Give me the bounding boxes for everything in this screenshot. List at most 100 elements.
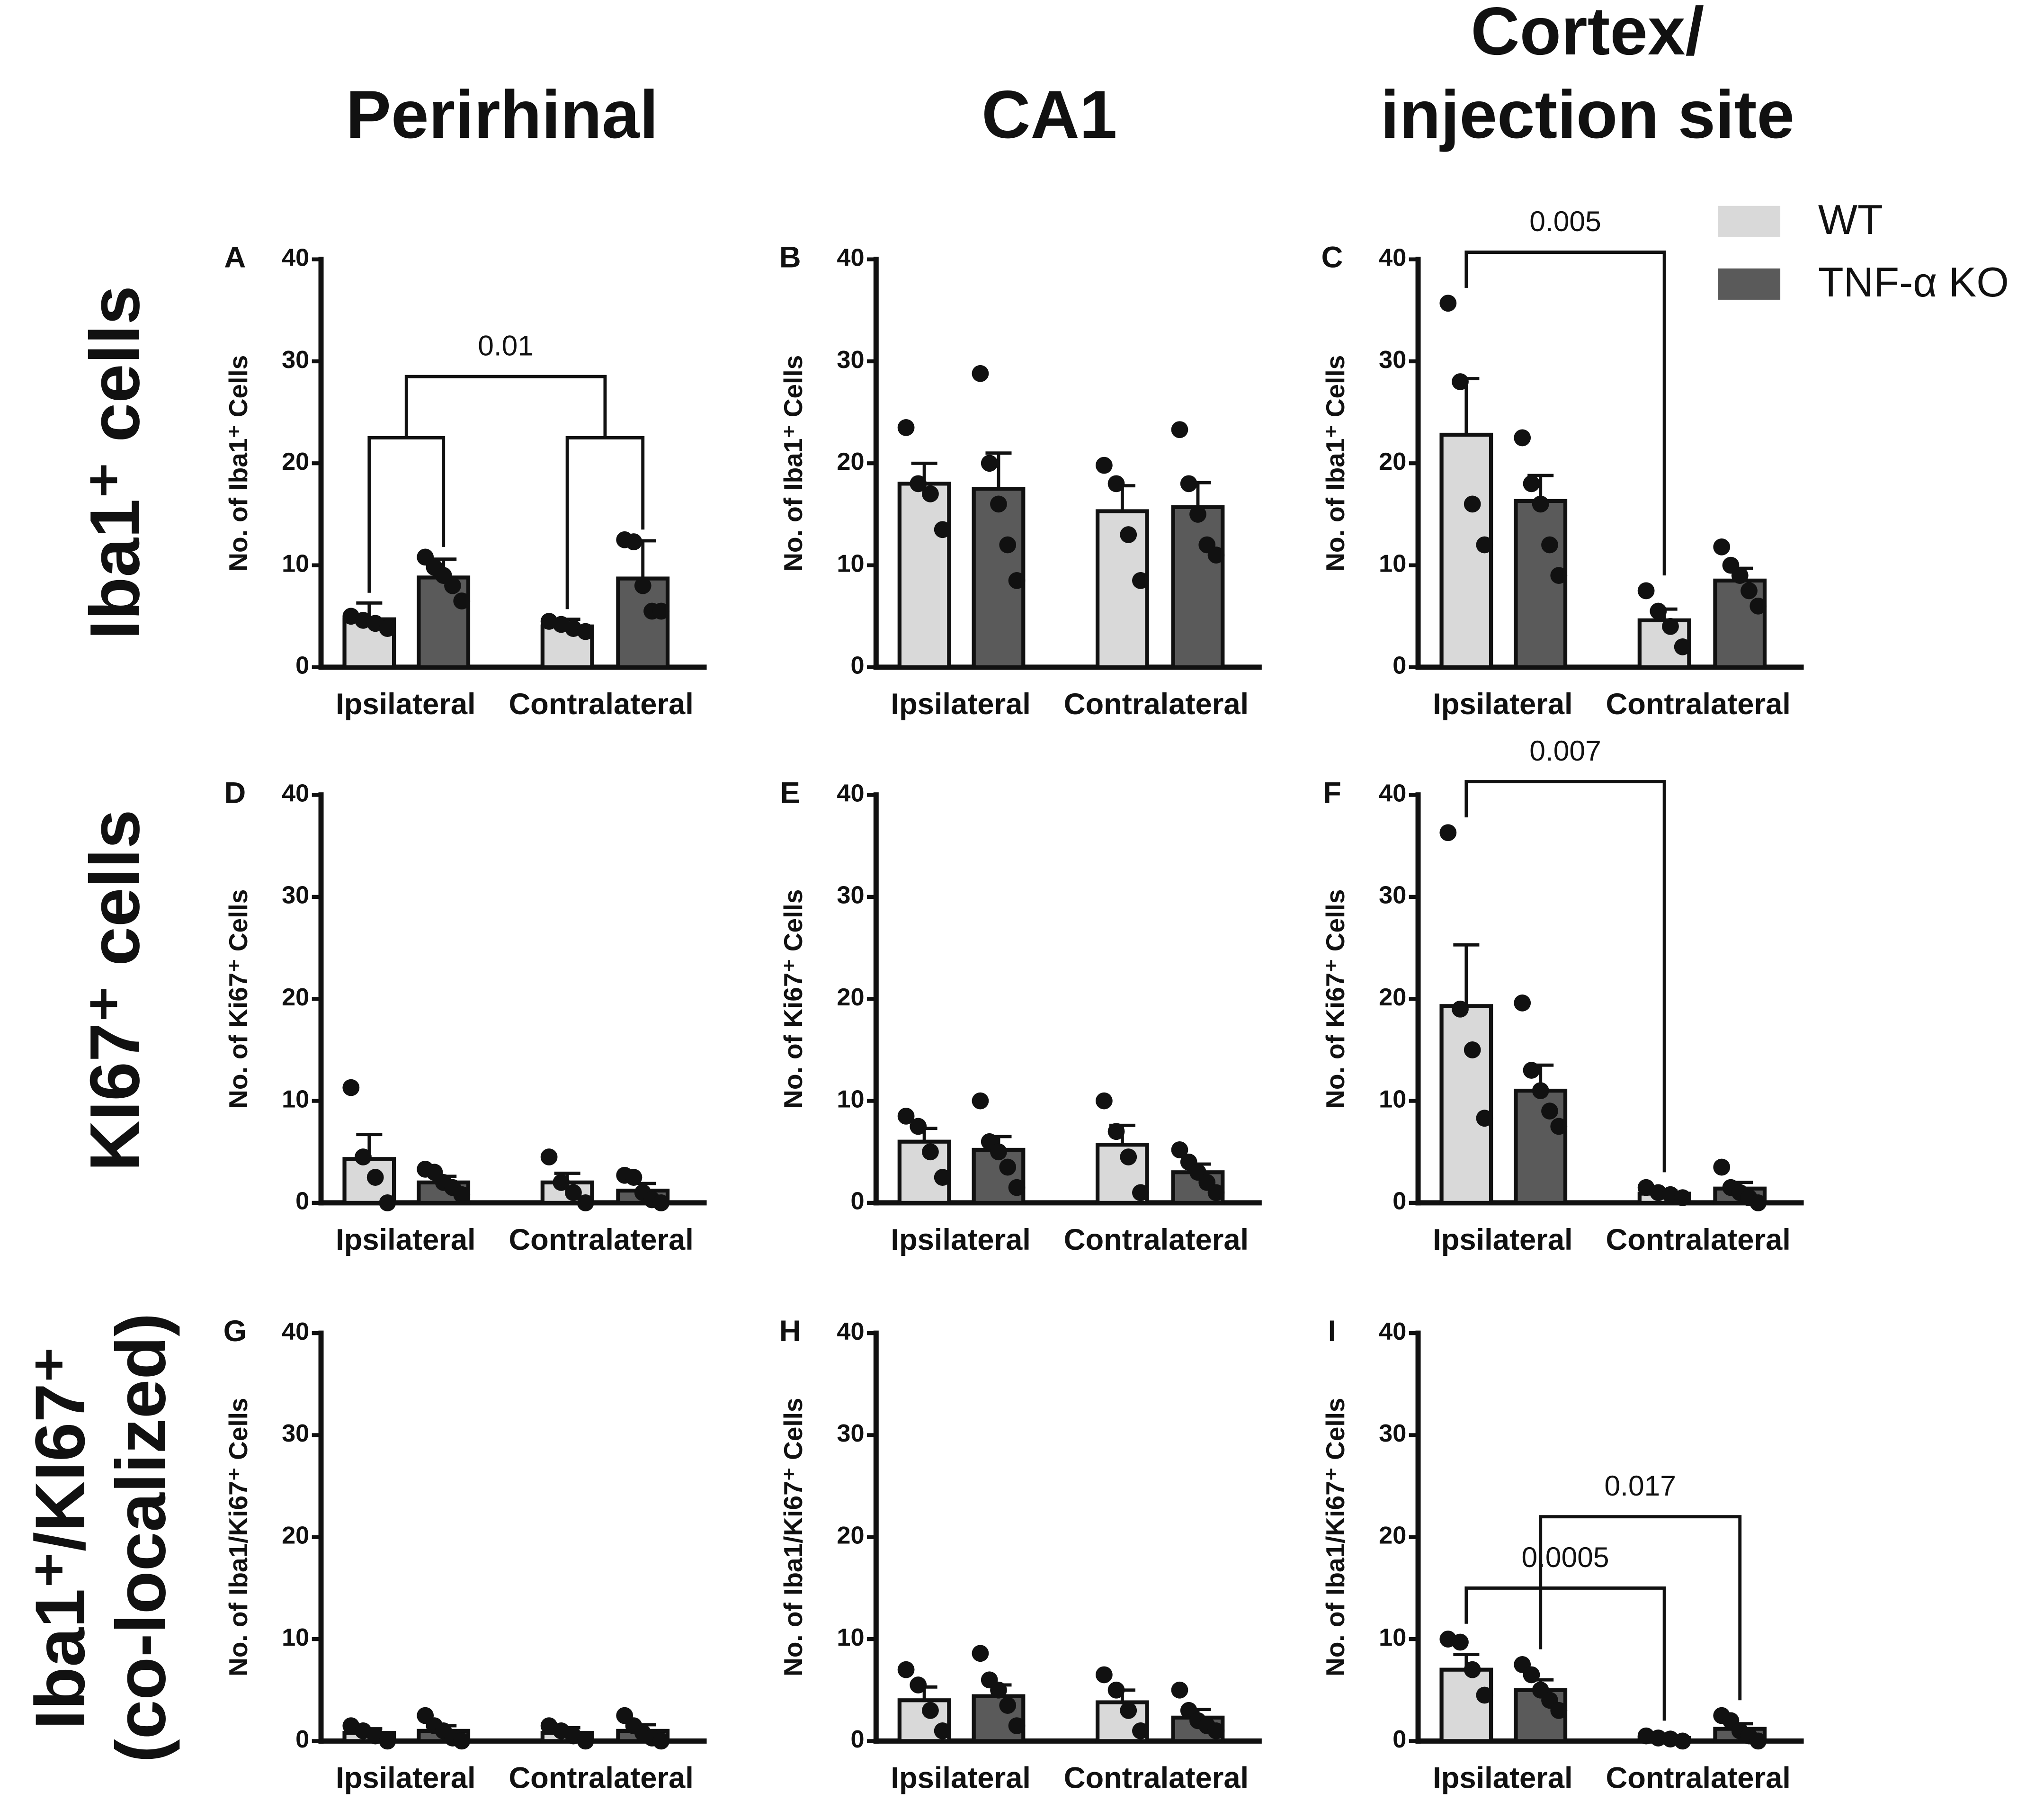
x-tick-label: Contralateral bbox=[509, 1762, 693, 1795]
bar bbox=[1439, 1004, 1493, 1205]
bar bbox=[1095, 509, 1149, 670]
y-tick-label: 20 bbox=[1379, 448, 1406, 475]
data-point bbox=[652, 1732, 670, 1750]
data-point bbox=[1637, 582, 1655, 600]
data-point bbox=[1541, 1102, 1558, 1120]
y-tick-label: 20 bbox=[837, 1522, 864, 1550]
data-point bbox=[1650, 1729, 1667, 1747]
y-tick-label: 30 bbox=[282, 346, 309, 374]
data-point bbox=[1749, 1194, 1767, 1211]
data-point bbox=[1107, 475, 1125, 493]
data-point bbox=[1207, 1722, 1225, 1739]
y-axis-label: No. of Ki67⁺ Cells bbox=[778, 889, 808, 1109]
data-point bbox=[1476, 536, 1493, 554]
data-point bbox=[1452, 373, 1469, 390]
data-point bbox=[1674, 1189, 1691, 1207]
data-point bbox=[1132, 1184, 1149, 1201]
y-tick-label: 20 bbox=[1379, 984, 1406, 1011]
data-point bbox=[379, 1732, 396, 1750]
data-point bbox=[1095, 1666, 1113, 1684]
data-point bbox=[1464, 495, 1481, 513]
data-point bbox=[1439, 824, 1457, 842]
bar bbox=[1514, 1088, 1568, 1205]
y-axis-label: No. of Iba1⁺ Cells bbox=[223, 355, 253, 572]
data-point bbox=[999, 536, 1017, 554]
data-point bbox=[972, 365, 989, 382]
data-point bbox=[1189, 506, 1206, 523]
bar bbox=[897, 482, 951, 670]
data-point bbox=[1132, 1722, 1149, 1739]
x-tick-label: Ipsilateral bbox=[1433, 688, 1572, 721]
row-title: Iba1⁺ cells bbox=[75, 286, 154, 639]
data-point bbox=[1550, 1118, 1568, 1135]
data-point bbox=[1523, 475, 1540, 493]
legend-swatch bbox=[1717, 206, 1781, 237]
y-tick-label: 10 bbox=[1379, 1624, 1406, 1651]
y-axis-label: No. of Iba1⁺ Cells bbox=[778, 355, 808, 572]
data-point bbox=[577, 1732, 594, 1750]
x-tick-label: Ipsilateral bbox=[891, 1223, 1030, 1256]
data-point bbox=[972, 1645, 989, 1662]
bar bbox=[1439, 1667, 1493, 1743]
data-point bbox=[1713, 538, 1731, 556]
y-tick-label: 0 bbox=[295, 1726, 309, 1753]
data-point bbox=[453, 592, 471, 609]
y-tick-label: 40 bbox=[837, 780, 864, 807]
data-point bbox=[342, 1079, 360, 1096]
data-point bbox=[1550, 1702, 1568, 1719]
data-point bbox=[1464, 1661, 1481, 1678]
data-point bbox=[897, 1661, 915, 1678]
y-axis-label: No. of Ki67⁺ Cells bbox=[1321, 889, 1350, 1109]
y-tick-label: 30 bbox=[837, 882, 864, 909]
panel-letter: F bbox=[1323, 776, 1341, 809]
data-point bbox=[1741, 582, 1758, 600]
data-point bbox=[540, 1148, 558, 1165]
data-point bbox=[999, 1697, 1017, 1714]
significance-label: 0.01 bbox=[478, 330, 534, 362]
panel-letter: C bbox=[1321, 241, 1343, 274]
data-point bbox=[652, 602, 670, 620]
data-point bbox=[1550, 567, 1568, 584]
data-point bbox=[379, 1194, 396, 1211]
y-tick-label: 30 bbox=[1379, 1420, 1406, 1447]
x-tick-label: Ipsilateral bbox=[891, 1762, 1030, 1795]
data-point bbox=[922, 1702, 939, 1719]
y-axis-label: No. of Iba1⁺ Cells bbox=[1321, 355, 1350, 572]
x-tick-label: Contralateral bbox=[1606, 1223, 1791, 1256]
row-title: KI67⁺ cells bbox=[75, 809, 154, 1171]
data-point bbox=[1207, 547, 1225, 564]
bar bbox=[1514, 499, 1568, 670]
bar bbox=[1713, 578, 1767, 670]
y-tick-label: 20 bbox=[837, 448, 864, 475]
y-tick-label: 40 bbox=[837, 244, 864, 271]
x-tick-label: Contralateral bbox=[1606, 1762, 1791, 1795]
y-tick-label: 40 bbox=[1379, 1318, 1406, 1345]
y-axis-label: No. of Iba1/Ki67⁺ Cells bbox=[223, 1398, 253, 1676]
data-point bbox=[1749, 597, 1767, 615]
significance-label: 0.017 bbox=[1605, 1469, 1676, 1502]
y-tick-label: 30 bbox=[1379, 346, 1406, 374]
x-tick-label: Contralateral bbox=[1064, 1762, 1249, 1795]
y-axis-label: No. of Iba1/Ki67⁺ Cells bbox=[1321, 1398, 1350, 1676]
y-tick-label: 10 bbox=[1379, 550, 1406, 577]
y-tick-label: 30 bbox=[282, 882, 309, 909]
bar bbox=[1171, 505, 1225, 670]
legend-label: WT bbox=[1818, 196, 1883, 243]
data-point bbox=[1180, 475, 1197, 493]
data-point bbox=[972, 1092, 989, 1110]
y-tick-label: 10 bbox=[282, 550, 309, 577]
y-tick-label: 20 bbox=[282, 448, 309, 475]
panel-letter: B bbox=[779, 241, 801, 274]
data-point bbox=[1132, 572, 1149, 589]
data-point bbox=[444, 577, 461, 594]
y-tick-label: 10 bbox=[837, 550, 864, 577]
data-point bbox=[1120, 526, 1137, 543]
x-tick-label: Contralateral bbox=[1606, 688, 1791, 721]
data-point bbox=[577, 623, 594, 640]
data-point bbox=[553, 1174, 570, 1191]
data-point bbox=[652, 1194, 670, 1211]
data-point bbox=[1476, 1686, 1493, 1704]
data-point bbox=[625, 533, 643, 550]
data-point bbox=[934, 1722, 951, 1739]
data-point bbox=[1731, 567, 1749, 584]
